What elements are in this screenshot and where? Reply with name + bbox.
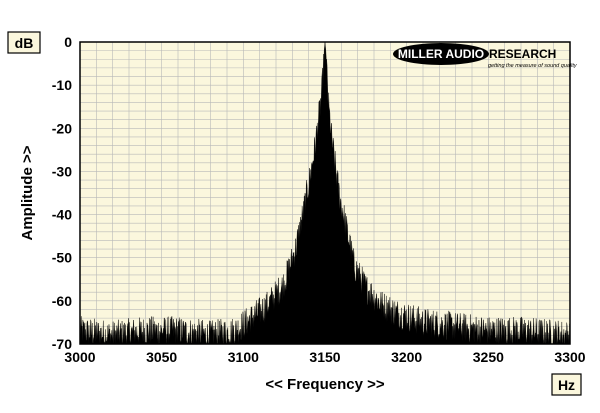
x-tick-label: 3150 xyxy=(309,349,340,365)
x-tick-label: 3050 xyxy=(146,349,177,365)
y-tick-label: -60 xyxy=(52,293,72,309)
y-axis-title: Amplitude >> xyxy=(19,145,36,240)
grid xyxy=(80,42,570,344)
x-axis-title: << Frequency >> xyxy=(265,376,384,393)
logo-side-text: RESEARCH xyxy=(489,47,556,61)
x-unit-box: Hz xyxy=(551,373,582,396)
x-tick-labels: 3000 3050 3100 3150 3200 3250 3300 xyxy=(64,349,585,365)
x-tick-label: 3200 xyxy=(391,349,422,365)
miller-audio-research-logo: MILLER AUDIO RESEARCH getting the measur… xyxy=(393,43,578,69)
y-unit-label: dB xyxy=(15,35,34,51)
y-tick-label: -70 xyxy=(52,336,72,352)
y-tick-label: -40 xyxy=(52,207,72,223)
x-tick-label: 3000 xyxy=(64,349,95,365)
y-tick-label: -30 xyxy=(52,163,72,179)
y-unit-box: dB xyxy=(7,31,41,54)
x-tick-label: 3100 xyxy=(228,349,259,365)
plot-border xyxy=(79,41,571,345)
y-tick-label: -50 xyxy=(52,250,72,266)
y-tick-labels: 0 -10 -20 -30 -40 -50 -60 -70 xyxy=(52,34,72,352)
logo-tagline: getting the measure of sound quality xyxy=(488,63,578,69)
x-unit-label: Hz xyxy=(558,377,575,393)
y-tick-label: -10 xyxy=(52,77,72,93)
y-tick-label: 0 xyxy=(64,34,72,50)
x-tick-label: 3250 xyxy=(473,349,504,365)
logo-main-text: MILLER AUDIO xyxy=(398,47,484,61)
y-tick-label: -20 xyxy=(52,120,72,136)
x-tick-label: 3300 xyxy=(554,349,585,365)
